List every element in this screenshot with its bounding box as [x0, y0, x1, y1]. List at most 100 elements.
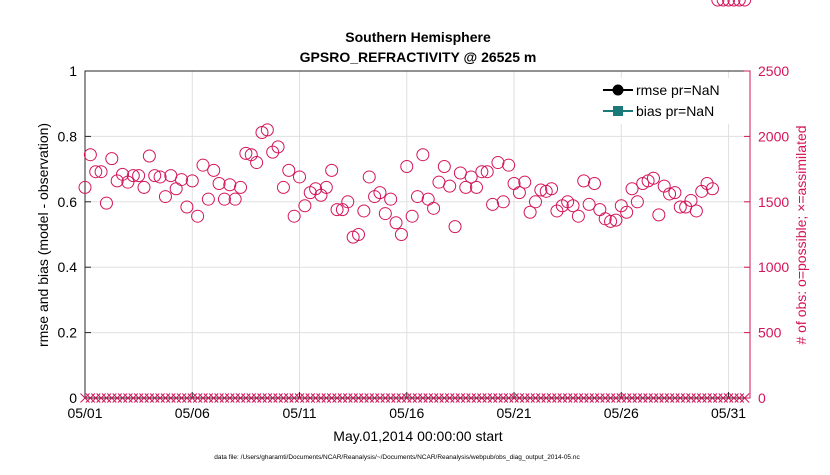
possible-obs-point: [550, 204, 564, 218]
possible-obs-point: [700, 176, 714, 190]
possible-obs-point: [528, 195, 542, 209]
possible-obs-point: [341, 195, 355, 209]
legend-rmse-label: rmse pr=NaN: [636, 82, 720, 98]
possible-obs-point: [153, 170, 167, 184]
possible-obs-point: [132, 169, 146, 183]
possible-obs-point: [400, 159, 414, 173]
right-y-axis-label: # of obs: o=possible; ×=assimilated: [793, 125, 809, 344]
possible-obs-point: [212, 176, 226, 190]
possible-obs-point: [448, 220, 462, 234]
left-y-tick-label: 1: [69, 63, 77, 79]
possible-obs-point: [234, 180, 248, 194]
x-tick-label: 05/01: [67, 405, 102, 421]
possible-obs-point: [604, 214, 618, 228]
possible-obs-point: [609, 213, 623, 227]
possible-obs-point: [716, 0, 730, 7]
possible-obs-point: [180, 200, 194, 214]
possible-obs-point: [566, 199, 580, 213]
possible-obs-point: [437, 159, 451, 173]
legend-bias-label: bias pr=NaN: [636, 103, 714, 119]
possible-obs-point: [587, 176, 601, 190]
possible-obs-point: [582, 197, 596, 211]
legend-rmse-marker: [612, 84, 624, 96]
possible-obs-point: [362, 170, 376, 184]
possible-obs-point: [99, 196, 113, 210]
chart-subtitle: GPSRO_REFRACTIVITY @ 26525 m: [300, 49, 537, 65]
left-y-axis: 0 0.2 0.4 0.6 0.8 1: [58, 63, 91, 406]
possible-obs-point: [94, 165, 108, 179]
possible-obs-point: [357, 204, 371, 218]
possible-obs-point: [201, 192, 215, 206]
possible-obs-point: [191, 209, 205, 223]
possible-obs-point: [309, 182, 323, 196]
possible-obs-point: [378, 207, 392, 221]
possible-obs-point: [110, 174, 124, 188]
possible-obs-point: [630, 195, 644, 209]
possible-obs-point: [298, 199, 312, 213]
left-y-tick-label: 0.2: [58, 325, 78, 341]
possible-obs-point: [384, 192, 398, 206]
possible-obs-point: [732, 0, 746, 7]
possible-obs-point: [614, 199, 628, 213]
possible-obs-point: [228, 192, 242, 206]
possible-obs-point: [185, 174, 199, 188]
possible-obs-point: [518, 175, 532, 189]
possible-obs-point: [625, 182, 639, 196]
possible-obs-point: [711, 0, 725, 7]
possible-obs-point: [416, 148, 430, 162]
data-file-footnote: data file: /Users/gharamti/Documents/NCA…: [214, 454, 580, 461]
possible-obs-point: [137, 180, 151, 194]
possible-obs-point: [405, 209, 419, 223]
possible-obs-point: [534, 183, 548, 197]
possible-obs-point: [196, 158, 210, 172]
possible-obs-point: [276, 180, 290, 194]
possible-obs-point: [577, 174, 591, 188]
possible-obs-point: [121, 175, 135, 189]
right-y-tick-label: 2500: [758, 63, 789, 79]
left-y-tick-label: 0.8: [58, 128, 78, 144]
possible-obs-point: [319, 180, 333, 194]
possible-obs-point: [394, 228, 408, 241]
possible-obs-point: [545, 182, 559, 196]
possible-obs-point: [652, 208, 666, 222]
possible-obs-point: [239, 146, 253, 160]
possible-obs-point: [523, 205, 537, 219]
assimilated-obs-marker: [739, 393, 750, 403]
right-y-tick-label: 1000: [758, 259, 789, 275]
possible-obs-point: [207, 163, 221, 177]
right-y-tick-label: 2000: [758, 128, 789, 144]
possible-obs-point: [464, 170, 478, 184]
x-tick-label: 05/21: [497, 405, 532, 421]
x-tick-label: 05/31: [711, 405, 746, 421]
possible-obs-point: [223, 178, 237, 192]
possible-obs-point: [459, 180, 473, 194]
possible-obs-point: [491, 156, 505, 170]
possible-obs-point: [673, 200, 687, 214]
possible-obs-point: [352, 228, 366, 241]
right-y-axis: 0 500 1000 1500 2000 2500: [744, 63, 789, 406]
possible-obs-point: [83, 148, 97, 162]
possible-obs-point: [78, 180, 92, 194]
left-y-tick-label: 0.6: [58, 194, 78, 210]
right-y-tick-label: 0: [758, 390, 766, 406]
grid-layer: [84, 70, 750, 399]
left-y-tick-label: 0.4: [58, 259, 78, 275]
possible-obs-point: [722, 0, 736, 7]
possible-obs-point: [217, 192, 231, 206]
possible-obs-point: [89, 165, 103, 179]
chart-title: Southern Hemisphere: [345, 29, 491, 45]
possible-obs-point: [126, 169, 140, 183]
possible-obs-point: [158, 190, 172, 204]
legend: rmse pr=NaN bias pr=NaN: [594, 78, 744, 124]
possible-obs-point: [502, 158, 516, 172]
possible-obs-point: [496, 195, 510, 209]
left-y-tick-label: 0: [69, 390, 77, 406]
possible-obs-point: [486, 197, 500, 211]
possible-obs-point: [427, 201, 441, 215]
possible-obs-point: [668, 186, 682, 200]
possible-obs-point: [443, 179, 457, 193]
possible-obs-point: [705, 182, 719, 196]
possible-obs-point: [325, 163, 339, 177]
